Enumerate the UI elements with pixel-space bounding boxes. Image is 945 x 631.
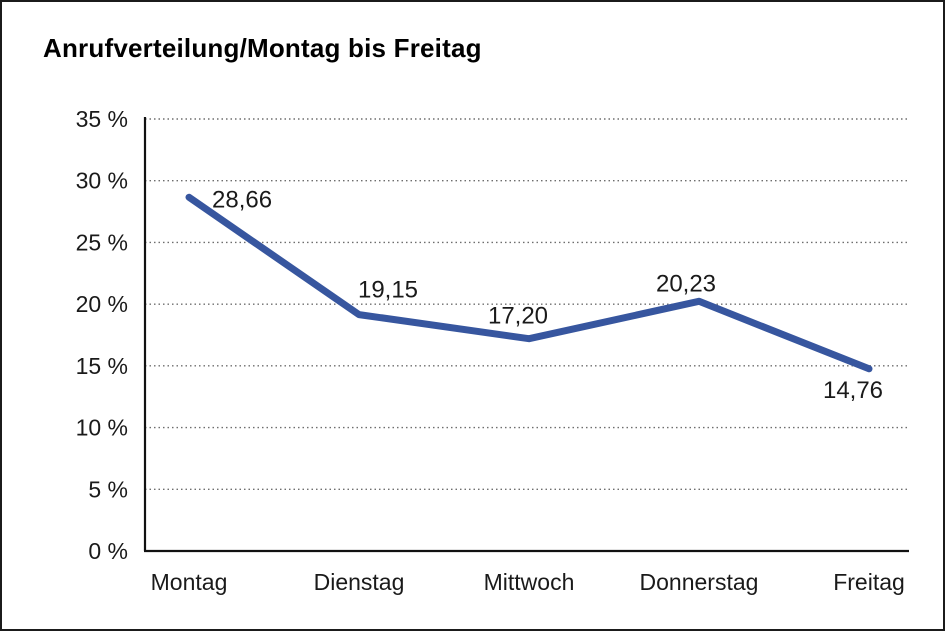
data-point-label: 14,76 bbox=[823, 377, 883, 404]
x-category-label: Dienstag bbox=[314, 569, 405, 595]
chart-title: Anrufverteilung/Montag bis Freitag bbox=[43, 33, 482, 63]
data-point-label: 28,66 bbox=[212, 186, 272, 213]
y-tick-label: 20 % bbox=[76, 291, 128, 317]
y-tick-label: 10 % bbox=[76, 415, 128, 441]
y-tick-label: 35 % bbox=[76, 106, 128, 132]
y-tick-label: 30 % bbox=[76, 168, 128, 194]
x-category-label: Donnerstag bbox=[640, 569, 759, 595]
y-tick-label: 5 % bbox=[88, 476, 128, 502]
y-tick-label: 15 % bbox=[76, 353, 128, 379]
data-series-line bbox=[185, 193, 873, 373]
data-point-label: 20,23 bbox=[656, 270, 716, 297]
data-point-label: 19,15 bbox=[358, 277, 418, 304]
y-tick-label: 25 % bbox=[76, 229, 128, 255]
data-point-label: 17,20 bbox=[488, 303, 548, 330]
x-category-label: Montag bbox=[151, 569, 228, 595]
x-category-label: Freitag bbox=[833, 569, 905, 595]
x-category-label: Mittwoch bbox=[484, 569, 575, 595]
y-tick-label: 0 % bbox=[88, 538, 128, 564]
